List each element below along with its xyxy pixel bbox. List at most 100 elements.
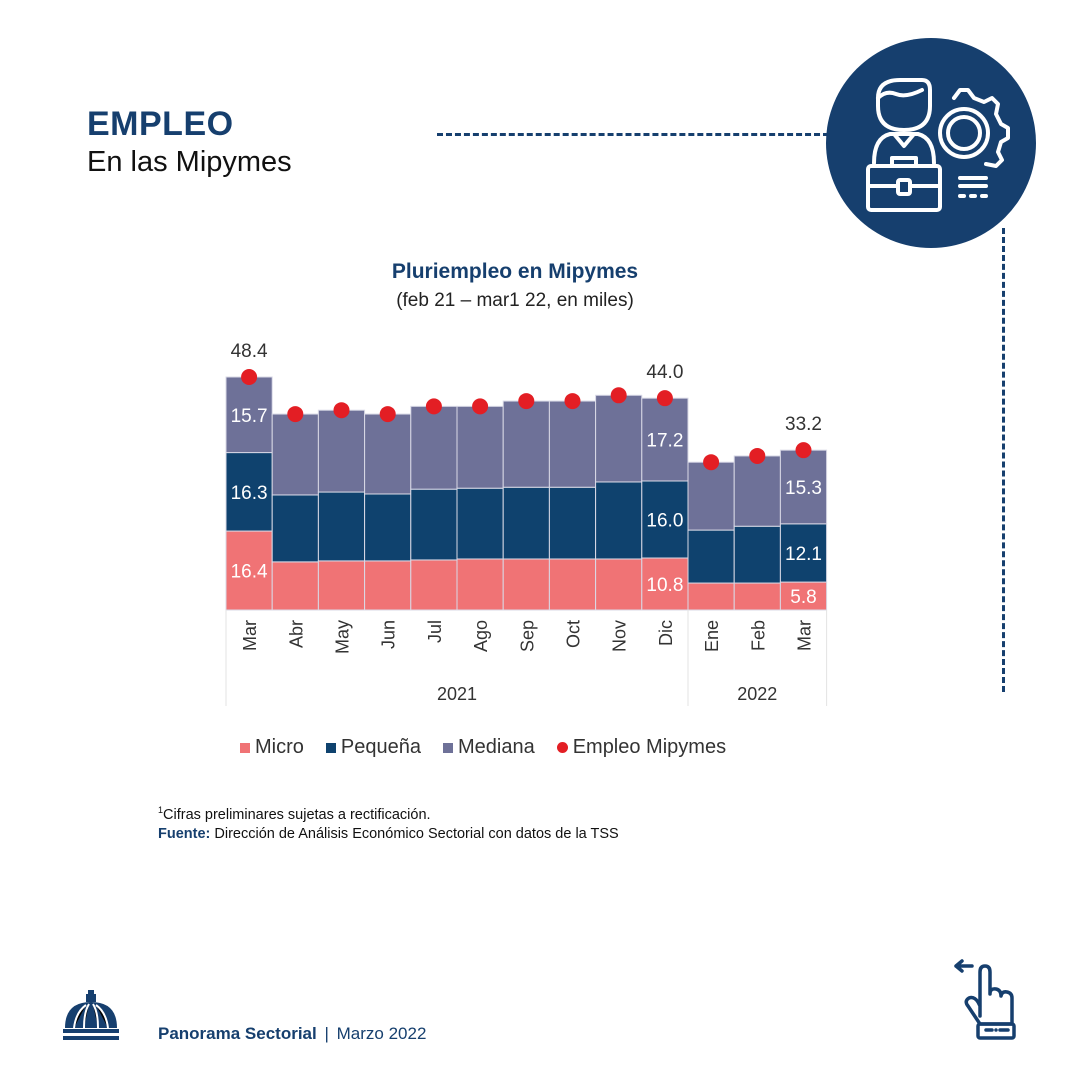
x-tick-label: Mar [795,620,815,651]
point-empleo-mipymes [241,369,258,385]
bar-pequena [595,481,643,560]
data-label-segment: 15.3 [785,478,822,499]
bar-mediana [641,397,689,482]
x-tick-label: Feb [748,620,768,651]
bar-mediana [271,413,319,496]
bar-mediana [548,400,597,488]
legend-label: Mediana [457,736,535,758]
x-group-label: 2022 [737,684,777,704]
source-label: Fuente: [158,825,211,842]
bar-pequena [733,525,781,584]
legend-swatch-mediana [442,742,453,753]
x-tick-label: Mar [240,620,260,651]
bar-pequena [271,494,319,563]
legend-item-micro: Micro [240,736,304,759]
x-tick-label: Ene [702,620,722,652]
x-tick-label: Sep [517,620,537,652]
legend-label: Micro [255,736,304,758]
bar-pequena [317,491,366,562]
footer-brand: Panorama Sectorial [158,1024,317,1043]
bar-pequena [364,493,412,562]
x-tick-label: Jun [379,620,399,649]
bar-mediana [410,405,458,490]
data-label-segment: 5.8 [790,587,816,608]
data-label-segment: 10.8 [646,575,683,596]
point-empleo-mipymes [610,387,627,404]
bar-micro [456,558,504,611]
bar-micro [364,560,412,611]
chart-legend: Micro Pequeña Mediana Empleo Mipymes [240,736,726,759]
bar-micro [410,559,458,611]
legend-item-pequena: Pequeña [325,736,421,759]
legend-item-mediana: Mediana [442,736,535,759]
topic-badge [826,38,1036,248]
bar-mediana [456,405,504,489]
x-tick-label: May [333,620,353,654]
stacked-bar-chart: 16.4 16.3 15.7 48.4 10.8 16.0 17.2 44.0 5.8 12.1 1… [225,341,828,706]
businessman-gear-briefcase-icon [866,78,1010,212]
bar-mediana [317,409,366,493]
legend-label: Pequeña [340,736,421,758]
bar-mediana [225,376,273,454]
legend-swatch-micro [240,742,250,753]
x-tick-label: Ago [471,620,491,652]
point-empleo-mipymes [333,402,350,419]
data-label-segment: 16.4 [231,562,268,583]
point-empleo-mipymes [518,393,535,410]
footnote-text: Cifras preliminares sujetas a rectificac… [163,806,431,823]
footnote-mark: 1 [158,805,164,815]
legend-item-empleo: Empleo Mipymes [556,736,727,759]
bar-pequena [456,487,504,560]
legend-dot-empleo [556,742,568,753]
bar-pequena [225,452,273,532]
chart-notes: 1Cifras preliminares sujetas a rectifica… [158,801,619,844]
bar-mediana [779,449,828,525]
x-tick-label: Dic [656,620,676,646]
data-label-segment: 12.1 [785,544,822,565]
x-tick-label: Abr [286,620,306,648]
footer-date: Marzo 2022 [336,1024,427,1043]
legend-label: Empleo Mipymes [572,736,727,758]
bar-mediana [733,455,781,527]
data-label-segment: 17.2 [646,431,683,452]
bar-mediana [364,413,412,495]
bar-mediana [502,400,550,488]
x-group-label: 2021 [437,684,477,704]
point-empleo-mipymes [749,447,766,464]
data-label-total: 48.4 [231,341,268,362]
bar-pequena [687,529,735,584]
page-subtitle: En las Mipymes [87,146,292,178]
bar-pequena [410,488,458,561]
page-title: EMPLEO [87,105,234,143]
bar-micro [687,582,735,611]
bar-mediana [595,394,643,483]
dome-logo-icon [63,990,119,1040]
source-line: Fuente: Dirección de Análisis Económico … [158,825,619,844]
footer-separator: | [324,1024,329,1043]
bar-micro [271,561,319,611]
dashed-connector-horizontal [437,133,829,136]
point-empleo-mipymes [795,442,812,459]
bar-micro [317,560,366,611]
x-tick-label: Jul [425,620,445,643]
bar-pequena [502,486,550,560]
dashed-connector-vertical [1002,228,1005,692]
point-empleo-mipymes [379,406,396,423]
swipe-left-hand-icon[interactable] [950,958,1024,1042]
point-empleo-mipymes [564,393,581,410]
data-label-segment: 16.0 [646,510,683,531]
point-empleo-mipymes [472,398,489,415]
point-empleo-mipymes [287,406,304,423]
bar-micro [733,582,781,611]
page-heading: EMPLEO En las Mipymes [87,104,292,180]
bar-mediana [687,461,735,531]
chart-title: Pluriempleo en Mipymes [391,260,639,283]
legend-swatch-pequena [325,742,336,753]
data-label-segment: 15.7 [231,406,268,427]
x-tick-label: Nov [610,620,630,652]
chart-subtitle: (feb 21 – mar1 22, en miles) [396,290,634,311]
point-empleo-mipymes [703,454,720,471]
data-label-segment: 16.3 [231,483,268,504]
point-empleo-mipymes [425,398,442,415]
data-label-total: 33.2 [785,414,822,435]
